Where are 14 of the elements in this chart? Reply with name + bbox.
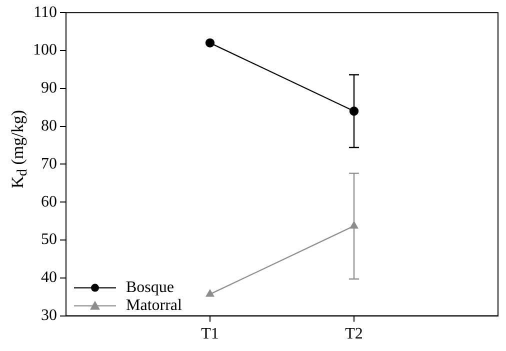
- y-tick-label: 70: [41, 155, 57, 172]
- legend-label: Matorral: [126, 297, 183, 314]
- y-tick-label: 60: [41, 193, 57, 210]
- x-tick-label: T2: [345, 326, 363, 343]
- y-tick-label: 110: [34, 4, 57, 21]
- legend-label: Bosque: [126, 279, 174, 296]
- y-tick-label: 50: [41, 231, 57, 248]
- y-tick-label: 30: [41, 307, 57, 324]
- y-tick-label: 100: [33, 42, 57, 59]
- y-tick-label: 40: [41, 269, 57, 286]
- point: [205, 38, 215, 48]
- y-tick-label: 80: [41, 118, 57, 135]
- y-tick-label: 90: [41, 80, 57, 97]
- x-tick-label: T1: [201, 326, 219, 343]
